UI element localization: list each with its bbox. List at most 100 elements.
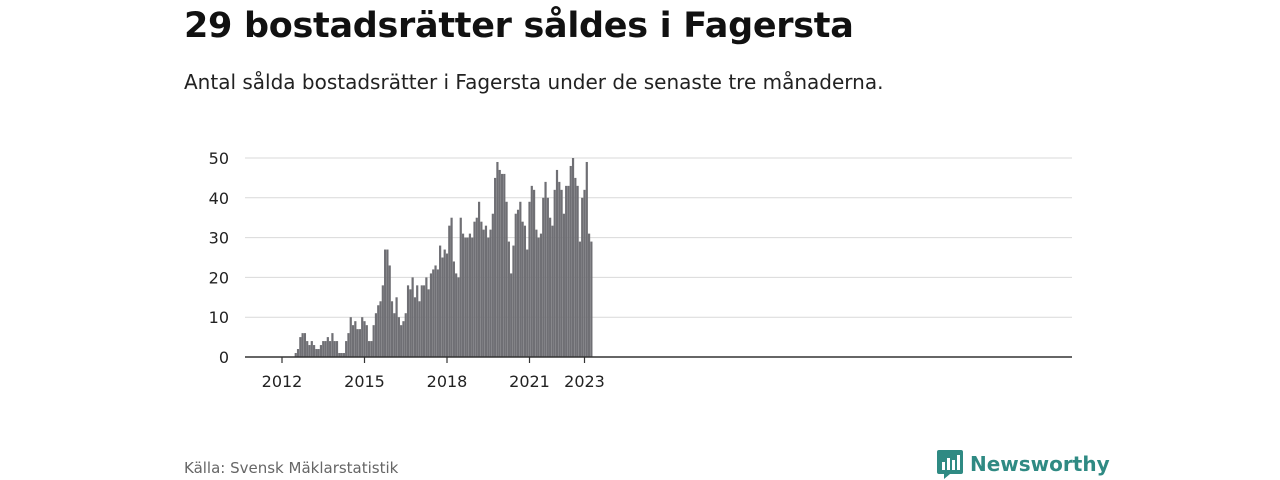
bar [372, 325, 375, 357]
bar [553, 189, 556, 357]
bar [546, 197, 549, 357]
x-axis-ticks: 2012 2015 2018 2021 2023 [262, 357, 605, 391]
bar [505, 201, 508, 357]
newsworthy-logo: Newsworthy [936, 448, 1110, 480]
bar [427, 289, 430, 357]
bar [397, 317, 400, 357]
bar [356, 329, 359, 357]
bar [496, 161, 499, 357]
bar [567, 185, 570, 357]
bar [576, 185, 579, 357]
bar [317, 349, 320, 357]
bar [354, 321, 357, 357]
bar [400, 325, 403, 357]
bar [574, 177, 577, 357]
bar [441, 257, 444, 357]
bar [347, 333, 350, 357]
highlight-value-label: 29 [585, 0, 607, 5]
bar [340, 353, 343, 357]
bar [503, 173, 506, 357]
bar [308, 345, 311, 357]
bar [514, 213, 517, 357]
y-tick-label: 20 [209, 268, 229, 287]
bar [512, 245, 515, 357]
bar [466, 237, 469, 357]
bar [294, 353, 297, 357]
bar [537, 237, 540, 357]
bar [560, 189, 563, 357]
bar [459, 217, 462, 357]
y-tick-label: 30 [209, 229, 229, 248]
bar [489, 229, 492, 357]
bar [532, 189, 536, 357]
bar [381, 285, 384, 357]
bar [498, 169, 501, 357]
x-tick-label: 2021 [509, 372, 550, 391]
bar [510, 273, 513, 357]
bar [319, 345, 323, 357]
y-tick-label: 0 [219, 348, 229, 367]
bar [379, 301, 382, 357]
bar [452, 261, 455, 357]
bar [418, 301, 421, 357]
bar [471, 237, 474, 357]
bar [363, 321, 366, 357]
source-note: Källa: Svensk Mäklarstatistik [184, 459, 399, 477]
bar [521, 221, 524, 357]
y-axis-ticks: 0 10 20 30 40 50 [209, 149, 229, 367]
bar [445, 253, 449, 357]
bar [335, 341, 339, 357]
bar [333, 341, 336, 357]
bar [587, 233, 591, 357]
bar [299, 337, 302, 357]
bar-chart-icon [937, 450, 963, 479]
bar [526, 249, 529, 357]
bar [422, 285, 426, 357]
bar [395, 297, 398, 357]
bar [562, 213, 565, 357]
bar [494, 177, 497, 357]
bar [530, 185, 533, 357]
bar [519, 201, 522, 357]
bar [558, 181, 561, 357]
bar [312, 345, 316, 357]
bar [583, 189, 586, 357]
bar [322, 341, 325, 357]
bar [329, 341, 332, 357]
bar [585, 161, 588, 357]
bar [477, 201, 481, 357]
bar [544, 181, 547, 357]
bar [413, 297, 417, 357]
bar [326, 337, 329, 357]
bar [393, 313, 396, 357]
bar [578, 241, 582, 357]
data-labels: 29 [585, 0, 607, 5]
bar [331, 333, 334, 357]
bar [590, 241, 593, 357]
bar [507, 241, 510, 357]
bar [296, 349, 300, 357]
bar [324, 341, 327, 357]
bar [310, 341, 313, 357]
bar [388, 265, 391, 357]
bar [361, 317, 364, 357]
bar [406, 285, 410, 357]
bar [429, 273, 433, 357]
bar [402, 321, 405, 357]
bar [315, 349, 318, 357]
bar [345, 341, 348, 357]
chart-title: 29 bostadsrätter såldes i Fagersta [184, 6, 854, 46]
bar [455, 273, 458, 357]
x-tick-label: 2018 [427, 372, 468, 391]
bar [351, 325, 355, 357]
bar [475, 217, 478, 357]
bar [482, 229, 485, 357]
bar [487, 237, 490, 357]
bar [370, 341, 373, 357]
bar [457, 277, 460, 357]
bar [425, 277, 428, 357]
bar [571, 158, 575, 357]
bar [450, 217, 453, 357]
bars [294, 158, 593, 357]
bar [416, 285, 419, 357]
